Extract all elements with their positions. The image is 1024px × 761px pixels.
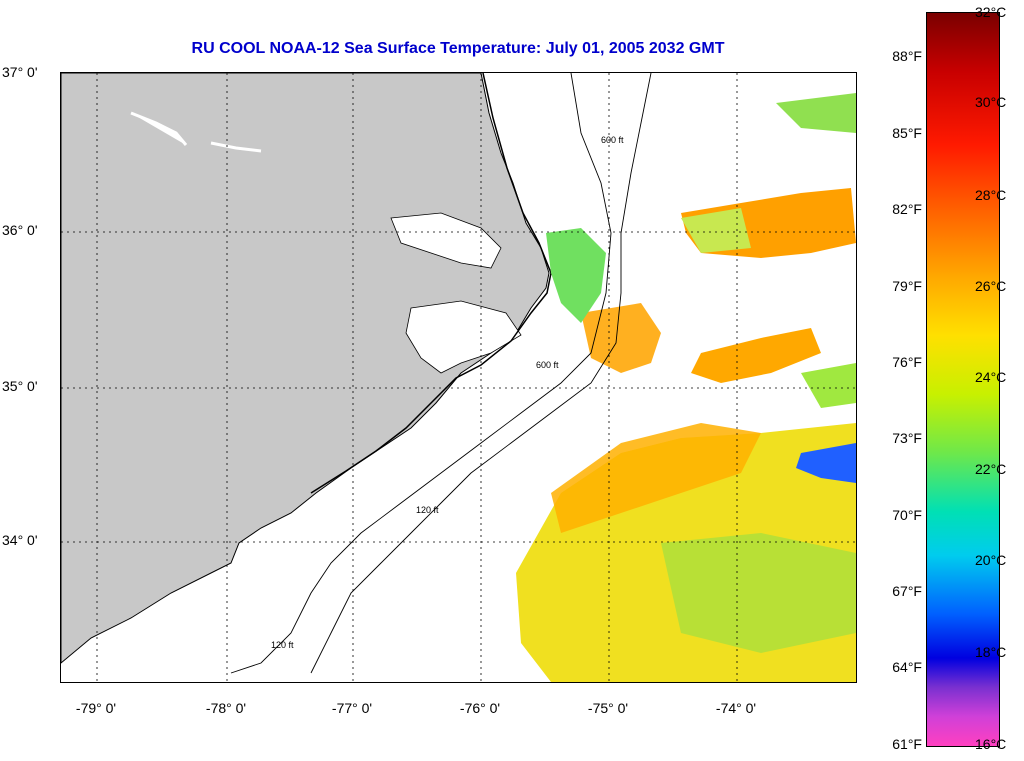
lon-label-74: -74° 0' bbox=[715, 700, 757, 716]
pamlico-sound bbox=[405, 300, 522, 374]
sst-map: 120 ft 120 ft 600 ft 600 ft bbox=[60, 72, 857, 683]
colorbar-c-label: 28°C bbox=[975, 187, 1007, 203]
sst-patch-ne-cool bbox=[681, 208, 751, 253]
colorbar-f-label: 61°F bbox=[892, 736, 922, 752]
colorbar-f-label: 79°F bbox=[892, 278, 922, 294]
lat-label-35: 35° 0' bbox=[2, 378, 38, 394]
colorbar-c-label: 16°C bbox=[975, 736, 1007, 752]
colorbar-f-label: 73°F bbox=[892, 430, 922, 446]
colorbar-f-label: 76°F bbox=[892, 354, 922, 370]
colorbar-f-label: 70°F bbox=[892, 507, 922, 523]
lon-label-77: -77° 0' bbox=[331, 700, 373, 716]
temperature-colorbar bbox=[926, 12, 1000, 747]
sst-patch-top bbox=[776, 93, 856, 133]
sst-cold-spot bbox=[796, 443, 856, 483]
sst-patch-mid bbox=[581, 303, 661, 373]
contour-label-120ft: 120 ft bbox=[416, 505, 439, 515]
colorbar-c-label: 26°C bbox=[975, 278, 1007, 294]
contour-120ft bbox=[230, 73, 612, 674]
sst-patch-shelf bbox=[546, 228, 606, 323]
sst-patch-mid2 bbox=[691, 328, 821, 383]
colorbar-c-label: 20°C bbox=[975, 552, 1007, 568]
outer-banks bbox=[310, 73, 552, 494]
colorbar-c-label: 24°C bbox=[975, 369, 1007, 385]
lon-label-79: -79° 0' bbox=[75, 700, 117, 716]
colorbar-f-label: 82°F bbox=[892, 201, 922, 217]
lat-label-34: 34° 0' bbox=[2, 532, 38, 548]
sst-patch-cool bbox=[661, 533, 856, 653]
colorbar-f-label: 64°F bbox=[892, 659, 922, 675]
contour-label-600ft: 600 ft bbox=[601, 135, 624, 145]
contour-label-600ft-2: 600 ft bbox=[536, 360, 559, 370]
lon-label-78: -78° 0' bbox=[205, 700, 247, 716]
graticule bbox=[61, 73, 856, 682]
sst-map-canvas: 120 ft 120 ft 600 ft 600 ft bbox=[61, 73, 856, 682]
map-title: RU COOL NOAA-12 Sea Surface Temperature:… bbox=[191, 40, 725, 57]
colorbar-f-label: 88°F bbox=[892, 48, 922, 64]
colorbar-c-label: 30°C bbox=[975, 94, 1007, 110]
lat-label-36: 36° 0' bbox=[2, 222, 38, 238]
contour-label-120ft-2: 120 ft bbox=[271, 640, 294, 650]
colorbar-c-label: 22°C bbox=[975, 461, 1007, 477]
colorbar-f-label: 85°F bbox=[892, 125, 922, 141]
colorbar-c-label: 18°C bbox=[975, 644, 1007, 660]
contour-600ft bbox=[310, 73, 652, 674]
lon-label-76: -76° 0' bbox=[459, 700, 501, 716]
sst-patch-south-warm bbox=[551, 423, 761, 533]
river-inlet bbox=[130, 111, 262, 153]
albemarle-sound bbox=[390, 212, 502, 269]
sst-patch-east bbox=[801, 363, 856, 408]
lat-label-37: 37° 0' bbox=[2, 64, 38, 80]
lon-label-75: -75° 0' bbox=[587, 700, 629, 716]
colorbar-c-label: 32°C bbox=[975, 4, 1007, 20]
colorbar-f-label: 67°F bbox=[892, 583, 922, 599]
